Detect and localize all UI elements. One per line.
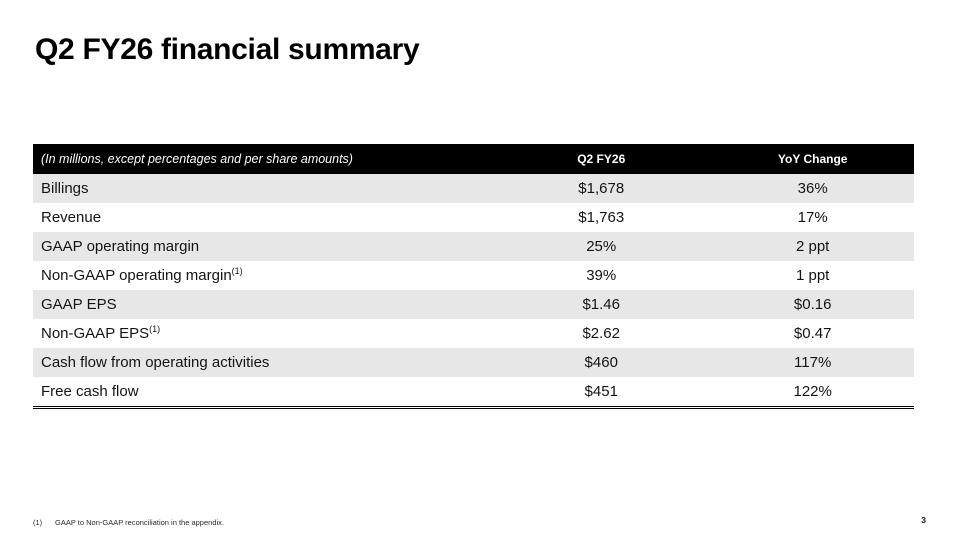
yoy-change-value: 1 ppt (795, 267, 830, 284)
row-label: GAAP EPS (41, 296, 117, 313)
q2-fy26-value: 25% (586, 238, 617, 255)
yoy-change-value: $0.16 (793, 296, 832, 313)
table-row: Revenue $1,763 17% (33, 203, 914, 232)
table-header-q2fy26: Q2 FY26 (491, 144, 712, 174)
row-label: Non-GAAP operating margin(1) (41, 266, 243, 285)
footnote-text: GAAP to Non-GAAP reconciliation in the a… (55, 518, 224, 527)
yoy-change-value: 36% (797, 180, 828, 197)
q2-fy26-value: 39% (586, 267, 617, 284)
table-row: Billings $1,678 36% (33, 174, 914, 203)
footnote-ref-icon: (1) (231, 266, 243, 276)
row-label: GAAP operating margin (41, 238, 200, 255)
yoy-change-value: $0.47 (793, 325, 832, 342)
yoy-change-value: 122% (793, 383, 832, 400)
table-header-row: (In millions, except percentages and per… (33, 144, 914, 174)
table-row: Free cash flow $451 122% (33, 377, 914, 408)
row-label: Billings (41, 180, 89, 197)
footnote-ref-icon: (1) (149, 324, 161, 334)
row-label: Cash flow from operating activities (41, 354, 270, 371)
table-header-caption: (In millions, except percentages and per… (33, 144, 492, 174)
q2-fy26-value: $2.62 (582, 325, 620, 342)
q2-fy26-value: $460 (584, 354, 618, 371)
table-row: Cash flow from operating activities $460 1… (33, 348, 914, 377)
financial-summary-table: (In millions, except percentages and per… (33, 144, 914, 409)
q2-fy26-value: $1,678 (578, 180, 625, 197)
table-body: Billings $1,678 36% Revenue $1,763 17% GAAP op… (33, 174, 914, 408)
row-label: Non-GAAP EPS(1) (41, 324, 161, 343)
table-header-yoy-change: YoY Change (711, 144, 914, 174)
page-number: 3 (921, 515, 926, 525)
yoy-change-value: 117% (794, 354, 832, 371)
q2-fy26-value: $451 (584, 383, 618, 400)
footnote: (1) GAAP to Non-GAAP reconciliation in th… (33, 518, 224, 527)
footnote-marker: (1) (33, 518, 43, 527)
table-row: GAAP EPS $1.46 $0.16 (33, 290, 914, 319)
q2-fy26-value: $1,763 (578, 209, 625, 226)
yoy-change-value: 17% (797, 209, 828, 226)
table-row: Non-GAAP EPS(1) $2.62 $0.47 (33, 319, 914, 348)
yoy-change-value: 2 ppt (795, 238, 830, 255)
table-row: Non-GAAP operating margin(1) 39% 1 ppt (33, 261, 914, 290)
row-label: Free cash flow (41, 383, 139, 400)
row-label: Revenue (41, 209, 102, 226)
table-row: GAAP operating margin 25% 2 ppt (33, 232, 914, 261)
q2-fy26-value: $1.46 (582, 296, 620, 313)
page-title: Q2 FY26 financial summary (35, 33, 420, 66)
